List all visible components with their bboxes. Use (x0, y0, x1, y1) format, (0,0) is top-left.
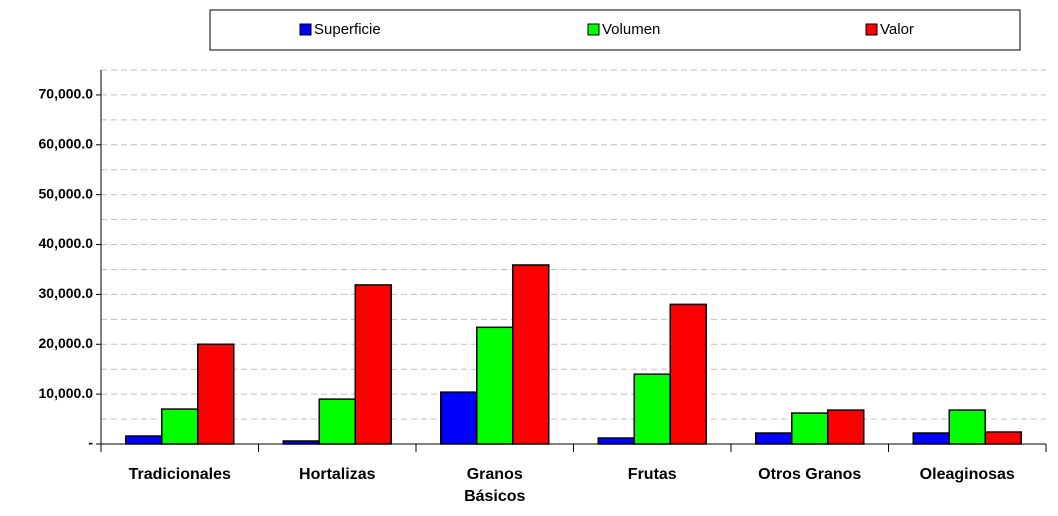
x-tick-label: Otros Granos (758, 466, 862, 483)
bar (948, 409, 986, 445)
bar (791, 412, 829, 445)
bar (912, 432, 950, 445)
y-tick-label: 30,000.0 (39, 285, 94, 301)
bar (755, 432, 793, 445)
bar (984, 431, 1022, 445)
x-tick-label: Hortalizas (299, 466, 376, 483)
bar (597, 437, 635, 445)
y-tick-label: 60,000.0 (39, 136, 94, 152)
bar (161, 408, 199, 445)
y-tick-label: 10,000.0 (39, 385, 94, 401)
bar (125, 435, 163, 445)
y-tick-label: 40,000.0 (39, 235, 94, 251)
x-tick-label: Tradicionales (128, 466, 231, 483)
x-tick-label: Oleaginosas (919, 466, 1015, 483)
legend-swatch (865, 23, 878, 36)
bar (633, 373, 671, 445)
bar (354, 284, 392, 445)
y-tick-label: 20,000.0 (39, 335, 94, 351)
legend-label: Valor (880, 21, 914, 38)
legend-swatch (299, 23, 312, 36)
legend-box (209, 9, 1021, 51)
bar (512, 264, 550, 445)
y-tick-label: 50,000.0 (39, 185, 94, 201)
legend-label: Volumen (602, 21, 660, 38)
y-tick-label: - (88, 435, 93, 451)
bar (440, 391, 478, 445)
legend-swatch (587, 23, 600, 36)
bar (197, 343, 235, 445)
legend-label: Superficie (314, 21, 381, 38)
bar (827, 409, 865, 445)
x-tick-label: Frutas (627, 466, 677, 483)
bar (318, 398, 356, 445)
y-tick-label: 70,000.0 (39, 86, 94, 102)
bar (476, 326, 514, 445)
x-tick-label: Granos Básicos (464, 466, 526, 505)
bar (669, 303, 707, 445)
